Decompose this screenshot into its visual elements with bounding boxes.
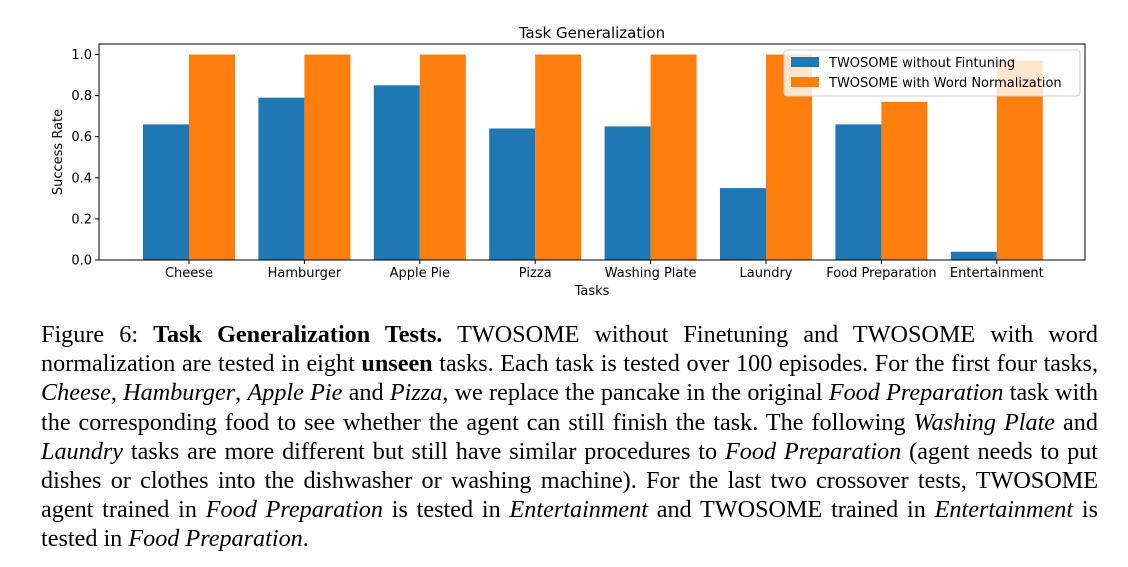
x-tick-group: Cheese Hamburger Apple Pie Pizza Washing Pla… [165, 260, 1044, 281]
x-tick-label: Hamburger [268, 266, 342, 281]
caption-label: Figure 6: [41, 321, 154, 348]
y-tick-label: 0.2 [71, 212, 92, 227]
caption-text: is tested in [382, 496, 510, 524]
caption-task-washing: Washing Plate [913, 408, 1056, 436]
y-tick-label: 0.8 [71, 89, 92, 104]
legend-swatch-word-normalization [791, 77, 819, 87]
legend-frame [783, 49, 1081, 97]
bar-without-finetuning-apple-pie [373, 85, 420, 260]
caption-text: , [235, 379, 248, 407]
bar-without-finetuning-cheese [143, 124, 189, 261]
caption-task-applepie: Apple Pie [247, 379, 343, 407]
bar-word-normalization-pizza [535, 54, 582, 260]
x-tick-label: Apple Pie [390, 266, 450, 281]
caption-text: task with the corresponding food to see … [41, 379, 1098, 436]
bar-without-finetuning-washing-plate [604, 126, 651, 260]
bars-group [143, 54, 1043, 261]
bar-without-finetuning-pizza [489, 128, 536, 260]
caption-task-hamburger: Hamburger [123, 379, 236, 407]
y-tick-label: 0.6 [71, 130, 92, 145]
plot-frame [98, 43, 1086, 261]
caption-text: tasks. Each task is tested over 100 epis… [432, 350, 1098, 378]
caption-task-foodprep: Food Preparation [828, 379, 1004, 407]
caption-task-pizza: Pizza [389, 379, 443, 407]
bar-without-finetuning-laundry [720, 188, 766, 260]
caption-unseen: unseen [361, 350, 433, 378]
caption-text: TWOSOME without Finetuning and TWOSOME w… [41, 321, 1099, 378]
y-tick-label: 0.0 [71, 254, 92, 269]
caption-task-entertainment: Entertainment [509, 496, 648, 524]
y-tick-label: 0.4 [71, 171, 92, 186]
bar-word-normalization-apple-pie [419, 54, 466, 260]
caption-text: , [110, 379, 124, 407]
legend-label-without-finetuning: TWOSOME without Fintuning [828, 56, 1015, 71]
x-tick-label: Cheese [165, 266, 213, 281]
bar-without-finetuning-food-preparation [835, 124, 882, 261]
caption-title: Task Generalization Tests. [153, 321, 443, 348]
bar-word-normalization-washing-plate [650, 54, 697, 260]
bar-word-normalization-hamburger [304, 54, 351, 260]
y-tick-group: 0.0 0.2 0.4 0.6 0.8 1.0 [71, 48, 99, 269]
x-axis-label: Tasks [574, 284, 610, 299]
caption-text: and TWOSOME trained in [647, 496, 935, 524]
chart-title: Task Generalization [518, 24, 665, 42]
x-tick-label: Food Preparation [826, 266, 936, 281]
legend-swatch-without-finetuning [791, 57, 819, 67]
bar-word-normalization-cheese [189, 54, 235, 260]
x-tick-label: Washing Plate [605, 266, 697, 281]
x-tick-label: Pizza [519, 266, 552, 281]
caption-text: . [302, 525, 309, 553]
caption-text: (agent needs to put dishes or clothes in… [41, 437, 1098, 524]
caption-task-foodprep: Food Preparation [128, 525, 303, 553]
caption-task-foodprep: Food Preparation [205, 496, 383, 524]
caption-text: tasks are more different but still have … [122, 437, 725, 465]
caption-text: , we replace the pancake in the original [442, 379, 829, 407]
caption-task-cheese: Cheese [41, 379, 111, 407]
bar-without-finetuning-entertainment [950, 251, 997, 260]
y-axis-label: Success Rate [51, 109, 66, 195]
caption-task-foodprep: Food Preparation [724, 437, 902, 465]
caption-text: is tested in [41, 496, 1098, 553]
figure-caption: Figure 6: Task Generalization Tests. TWO… [41, 320, 1098, 554]
caption-task-laundry: Laundry [41, 437, 123, 465]
bar-without-finetuning-hamburger [258, 97, 305, 260]
x-tick-label: Entertainment [950, 266, 1044, 281]
legend: TWOSOME without Fintuning TWOSOME with W… [783, 49, 1081, 97]
caption-text: and [1055, 408, 1098, 436]
bar-chart: Task Generalization Cheese Hamburger Apple… [51, 24, 1086, 299]
bar-word-normalization-food-preparation [881, 101, 928, 260]
y-tick-label: 1.0 [71, 48, 92, 63]
caption-task-entertainment: Entertainment [934, 496, 1074, 524]
x-tick-label: Laundry [740, 266, 793, 281]
caption-text: and [342, 379, 390, 407]
legend-label-word-normalization: TWOSOME with Word Normalization [828, 76, 1062, 91]
